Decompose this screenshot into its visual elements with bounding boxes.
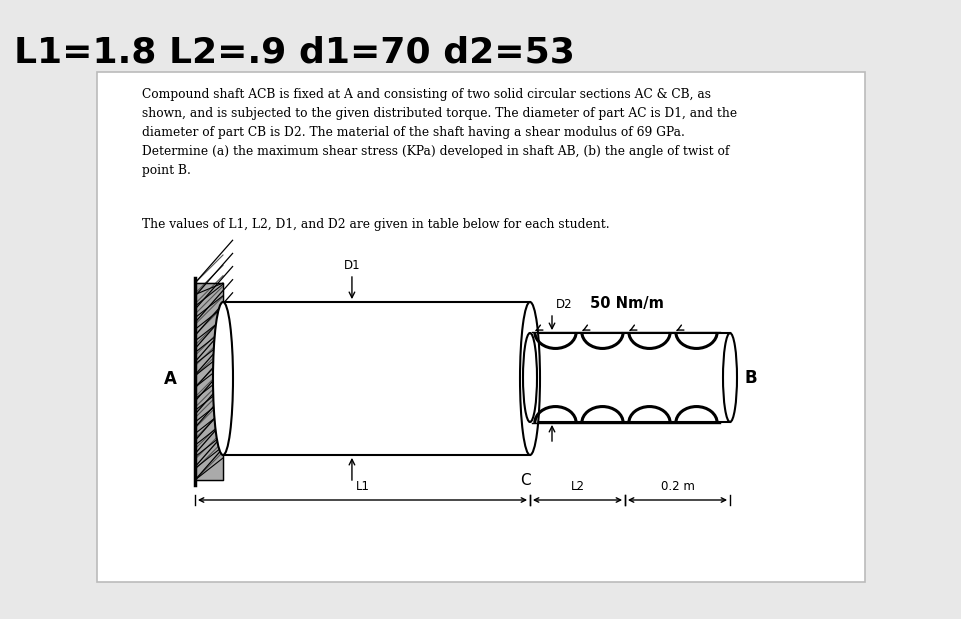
Text: L1=1.8 L2=.9 d1=70 d2=53: L1=1.8 L2=.9 d1=70 d2=53: [14, 35, 575, 69]
Text: 50 Nm/m: 50 Nm/m: [590, 296, 664, 311]
Text: The values of L1, L2, D1, and D2 are given in table below for each student.: The values of L1, L2, D1, and D2 are giv…: [142, 218, 609, 231]
Polygon shape: [195, 283, 223, 480]
Text: L1: L1: [356, 480, 369, 493]
Text: 0.2 m: 0.2 m: [660, 480, 695, 493]
Text: L2: L2: [571, 480, 584, 493]
Ellipse shape: [213, 302, 233, 455]
Ellipse shape: [723, 333, 737, 422]
Text: D2: D2: [556, 298, 573, 311]
Text: A: A: [164, 370, 177, 387]
Text: D1: D1: [344, 259, 360, 272]
Bar: [97, 72, 865, 582]
Ellipse shape: [520, 302, 540, 455]
Text: B: B: [744, 368, 756, 386]
Text: Compound shaft ACB is fixed at A and consisting of two solid circular sections A: Compound shaft ACB is fixed at A and con…: [142, 88, 737, 177]
Bar: [195, 283, 223, 480]
Text: C: C: [520, 473, 530, 488]
Bar: [530, 333, 730, 422]
Ellipse shape: [523, 333, 537, 422]
Bar: [223, 302, 530, 455]
